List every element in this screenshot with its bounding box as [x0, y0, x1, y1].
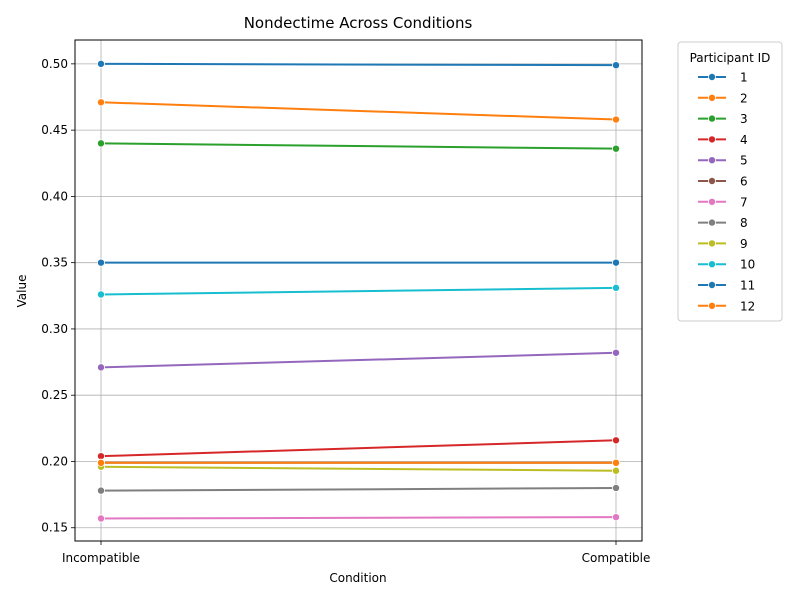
legend-label: 9 — [740, 237, 748, 251]
data-point — [97, 258, 106, 267]
data-point — [612, 513, 621, 522]
legend-label: 4 — [740, 133, 748, 147]
legend-label: 11 — [740, 279, 755, 293]
legend-marker — [708, 156, 717, 165]
series-line — [100, 62, 617, 67]
legend-label: 8 — [740, 216, 748, 230]
data-point — [612, 115, 621, 124]
y-tick-label: 0.25 — [41, 388, 68, 402]
data-point — [97, 452, 106, 461]
legend-marker — [708, 260, 717, 269]
legend-marker — [708, 114, 717, 123]
series-line — [100, 101, 617, 121]
data-point — [97, 458, 106, 467]
data-point — [612, 436, 621, 445]
series-line — [100, 439, 617, 458]
data-point — [612, 348, 621, 357]
series-line — [100, 142, 617, 150]
y-tick-label: 0.50 — [41, 57, 68, 71]
x-tick-label: Incompatible — [62, 551, 140, 565]
y-tick-label: 0.40 — [41, 189, 68, 203]
y-axis-label: Value — [15, 275, 29, 308]
legend-title: Participant ID — [690, 51, 771, 65]
legend-marker — [708, 218, 717, 227]
series-line — [100, 465, 617, 472]
data-point — [97, 514, 106, 523]
data-point — [612, 283, 621, 292]
data-point — [612, 144, 621, 153]
chart-title: Nondectime Across Conditions — [244, 14, 473, 32]
legend-marker — [708, 135, 717, 144]
data-point — [97, 363, 106, 372]
data-point — [612, 466, 621, 475]
legend-marker — [708, 239, 717, 248]
y-tick-label: 0.30 — [41, 322, 68, 336]
series-line — [100, 486, 617, 492]
legend-label: 2 — [740, 91, 748, 105]
legend-label: 5 — [740, 154, 748, 168]
legend-label: 10 — [740, 258, 755, 272]
data-point — [97, 139, 106, 148]
legend-label: 12 — [740, 299, 755, 313]
series-line — [100, 516, 617, 520]
series-line — [100, 286, 617, 296]
legend-marker — [708, 197, 717, 206]
legend-marker — [708, 301, 717, 310]
plot-area-frame — [74, 39, 643, 542]
data-point — [97, 290, 106, 299]
data-point — [97, 486, 106, 495]
y-tick-label: 0.35 — [41, 256, 68, 270]
legend-frame — [677, 41, 783, 322]
y-tick-label: 0.15 — [41, 521, 68, 535]
legend-marker — [708, 73, 717, 82]
legend-label: 6 — [740, 175, 748, 189]
legend-label: 7 — [740, 195, 748, 209]
legend-marker — [708, 176, 717, 185]
y-tick-label: 0.20 — [41, 454, 68, 468]
y-tick-label: 0.45 — [41, 123, 68, 137]
data-point — [612, 61, 621, 70]
x-tick-label: Compatible — [582, 551, 651, 565]
legend-marker — [708, 93, 717, 102]
data-point — [612, 458, 621, 467]
legend-marker — [708, 280, 717, 289]
data-point — [612, 483, 621, 492]
x-axis-label: Condition — [329, 571, 386, 585]
data-point — [612, 258, 621, 267]
series-line — [100, 351, 617, 369]
axis-ticks: 0.15 0.20 0.25 0.30 0.35 0.40 0.45 0.50 Incompat… — [41, 57, 650, 565]
data-point — [97, 59, 106, 68]
legend-label: 1 — [740, 71, 748, 85]
series-lines — [97, 59, 621, 523]
legend-label: 3 — [740, 112, 748, 126]
data-point — [97, 98, 106, 107]
